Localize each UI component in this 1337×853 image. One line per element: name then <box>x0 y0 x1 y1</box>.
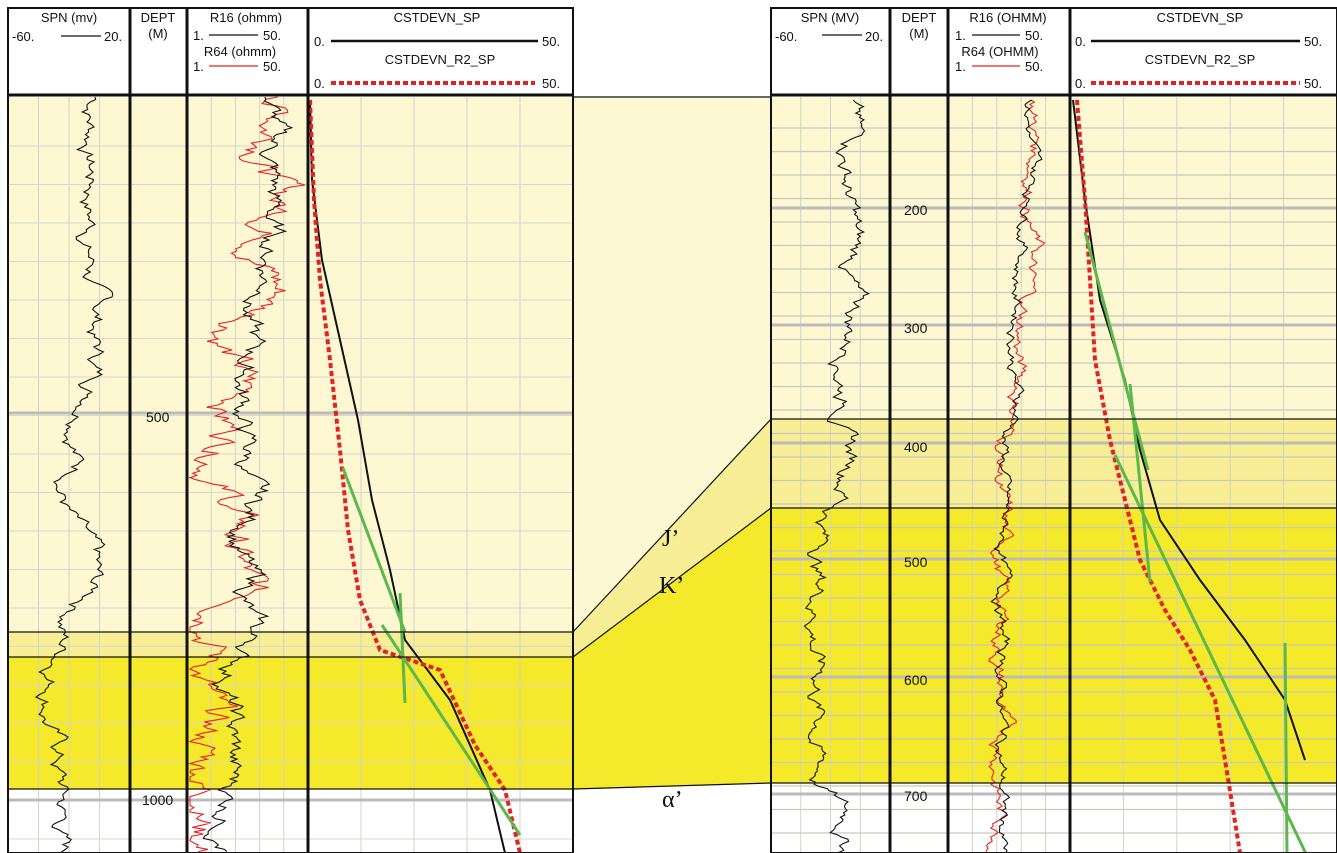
right-cstdevn-sp-title: CSTDEVN_SP <box>1157 10 1244 25</box>
right-depth-label-400: 400 <box>904 439 928 455</box>
right-depth-label-300: 300 <box>904 320 928 336</box>
right-cstdevn-sp-curve <box>1072 99 1306 761</box>
left-r64-min: 1. <box>193 59 204 74</box>
right-spn-max: 20. <box>865 29 883 44</box>
left-spn-title: SPN (mv) <box>41 10 97 25</box>
left-spn-min: -60. <box>12 29 34 44</box>
left-depth-label-500: 500 <box>146 409 170 425</box>
right-r16-max: 50. <box>1025 28 1043 43</box>
left-fit-line-upper <box>341 467 407 633</box>
right-r64-max: 50. <box>1025 59 1043 74</box>
right-fit-line-upper <box>1083 231 1150 471</box>
left-depth-title: DEPT <box>141 10 176 25</box>
right-r16-title: R16 (OHMM) <box>969 10 1046 25</box>
correlation-j-k-zone <box>573 419 771 657</box>
header-scale-lines <box>61 34 1300 85</box>
right-fit-line-vertical <box>1128 383 1152 583</box>
right-spn-min: -60. <box>775 29 797 44</box>
left-r64-title: R64 (ohmm) <box>204 44 276 59</box>
left-r64-max: 50. <box>263 59 281 74</box>
correlation-j-line <box>572 418 772 633</box>
right-depth-label-700: 700 <box>904 788 928 804</box>
track-borders <box>7 7 1337 853</box>
left-r64-curve <box>187 96 306 853</box>
correlation-k-alpha-zone <box>573 508 771 789</box>
right-spn-title: SPN (MV) <box>801 10 860 25</box>
left-depth-label-1000: 1000 <box>142 792 173 808</box>
right-r64-curve <box>985 99 1046 853</box>
right-depth-title: DEPT <box>902 10 937 25</box>
right-r16-min: 1. <box>955 28 966 43</box>
right-r64-title: R64 (OHMM) <box>961 44 1038 59</box>
left-j-k-zone <box>8 632 573 657</box>
right-depth-unit: (M) <box>909 26 929 41</box>
left-depth-unit: (M) <box>148 26 168 41</box>
correlation-lines <box>8 96 1337 790</box>
left-r16-curve <box>202 96 294 852</box>
correlation-k-line <box>572 507 772 658</box>
correlation-alpha-line <box>572 782 772 790</box>
right-cstdevn-r2-min: 0. <box>1075 76 1086 91</box>
left-r16-max: 50. <box>263 28 281 43</box>
right-depth-label-600: 600 <box>904 672 928 688</box>
left-cstdevn-r2-min: 0. <box>314 76 325 91</box>
left-cstdevn-sp-max: 50. <box>542 34 560 49</box>
right-cstdevn-r2-title: CSTDEVN_R2_SP <box>1145 52 1256 67</box>
right-cstdevn-sp-max: 50. <box>1304 34 1322 49</box>
left-cstdevn-r2-curve <box>308 99 522 853</box>
right-fit-line-lower <box>1113 454 1308 853</box>
zone-label-j: J’ <box>662 526 679 552</box>
left-cstdevn-sp-curve <box>309 99 506 853</box>
zone-label-k: K’ <box>659 573 684 599</box>
right-r16-curve <box>990 99 1043 853</box>
left-fit-line-vertical <box>398 592 407 704</box>
left-pale-zone <box>8 97 573 632</box>
left-spn-max: 20. <box>104 29 122 44</box>
right-fit-line-base <box>1283 642 1289 853</box>
left-r16-title: R16 (ohmm) <box>210 10 282 25</box>
left-r16-min: 1. <box>193 28 204 43</box>
track-grid <box>8 97 1337 853</box>
right-pale-zone <box>771 97 1337 419</box>
zone-label-alpha: α’ <box>662 787 683 813</box>
right-depth-label-500: 500 <box>904 554 928 570</box>
right-cstdevn-r2-curve <box>1075 99 1242 853</box>
left-cstdevn-r2-title: CSTDEVN_R2_SP <box>385 52 496 67</box>
left-fit-line-lower <box>380 624 522 836</box>
right-r64-min: 1. <box>955 59 966 74</box>
right-cstdevn-r2-max: 50. <box>1304 76 1322 91</box>
right-spn-curve <box>803 99 871 853</box>
correlation-pale-zone <box>573 97 771 632</box>
left-cstdevn-r2-max: 50. <box>542 76 560 91</box>
left-cstdevn-sp-min: 0. <box>314 34 325 49</box>
left-cstdevn-sp-title: CSTDEVN_SP <box>394 10 481 25</box>
right-depth-label-200: 200 <box>904 202 928 218</box>
left-spn-curve <box>34 96 114 853</box>
right-cstdevn-sp-min: 0. <box>1075 34 1086 49</box>
log-curves <box>34 96 1308 853</box>
